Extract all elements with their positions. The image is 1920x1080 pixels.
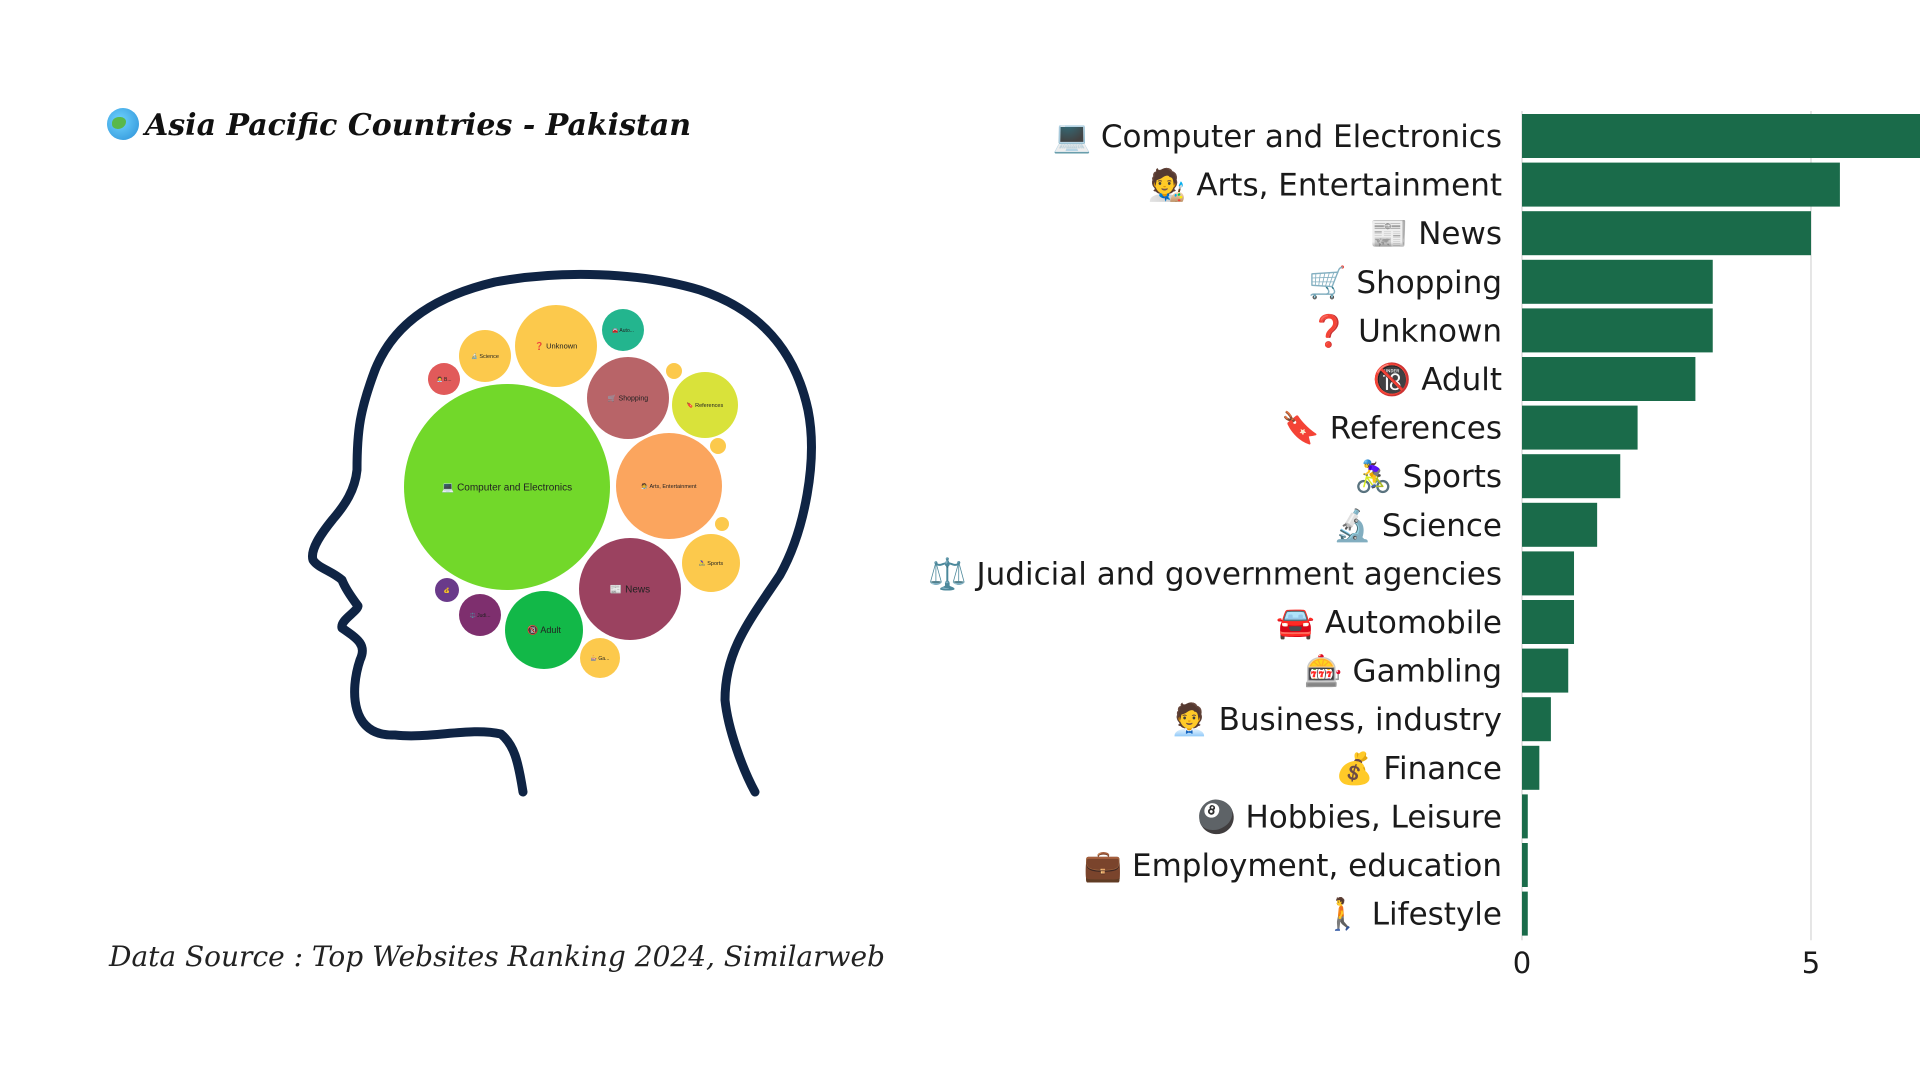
bubble-circle xyxy=(459,594,501,636)
bubble-label: 🛒 Shopping xyxy=(608,393,648,402)
bar xyxy=(1522,454,1621,499)
category-labels: 💻 Computer and Electronics 🧑‍🎨 Arts, Ente… xyxy=(928,119,1502,933)
category-label: 🔞 Adult xyxy=(1373,361,1502,398)
category-label: 💻 Computer and Electronics xyxy=(1052,119,1502,155)
bubble: 💻 Computer and Electronics xyxy=(404,384,610,590)
bubble-circle xyxy=(682,534,740,592)
bubble-circle xyxy=(616,433,722,539)
bubble-head-chart: 💻 Computer and Electronics 🧑‍🎨 Arts, Ente… xyxy=(308,269,816,797)
bubble-label: 🧑‍🎨 Arts, Entertainment xyxy=(641,482,697,490)
category-label: 🔬 Science xyxy=(1333,506,1502,544)
bar xyxy=(1522,357,1696,401)
bubble xyxy=(715,517,729,531)
bubble: ❓ Unknown xyxy=(515,305,597,387)
bubble-group: 💻 Computer and Electronics 🧑‍🎨 Arts, Ente… xyxy=(404,305,740,678)
category-label: 🧑‍🎨 Arts, Entertainment xyxy=(1148,166,1502,204)
bubble: 🔞 Adult xyxy=(505,591,583,669)
bar xyxy=(1522,405,1638,450)
bar xyxy=(1522,162,1840,207)
bubble-label: 💻 Computer and Electronics xyxy=(442,483,572,494)
bar xyxy=(1522,551,1575,596)
bubble-label: 🔬 Science xyxy=(471,352,499,360)
bar xyxy=(1522,745,1540,790)
bubble-circle xyxy=(666,363,682,379)
bubble-label: 🧑‍💼 B... xyxy=(436,376,451,383)
category-label: 🛒 Shopping xyxy=(1308,264,1502,301)
bar xyxy=(1522,114,1920,158)
bubble: 🎰 Ga... xyxy=(580,638,620,678)
bubble: ⚖️ Judi... xyxy=(459,594,501,636)
category-label: 🚴‍♀️ Sports xyxy=(1354,458,1502,495)
bubble-label: 🚴‍♀️ Sports xyxy=(699,560,724,567)
bubble-circle xyxy=(602,309,644,351)
bubble-circle xyxy=(715,517,729,531)
bubble: 🚴‍♀️ Sports xyxy=(682,534,740,592)
bar xyxy=(1522,648,1569,693)
bar xyxy=(1522,891,1528,936)
bubble-label: 🔖 References xyxy=(687,402,724,409)
bar xyxy=(1522,259,1713,304)
category-label: 🎱 Hobbies, Leisure xyxy=(1197,796,1502,835)
bubble-circle xyxy=(428,363,460,395)
bar xyxy=(1522,600,1575,644)
bar-group xyxy=(1522,114,1920,936)
bar xyxy=(1522,308,1713,353)
bubble-circle xyxy=(587,357,669,439)
bubble-circle xyxy=(672,372,738,438)
chart-title-text: Asia Pacific Countries - Pakistan xyxy=(145,108,692,143)
bar xyxy=(1522,843,1528,887)
category-label: 🔖 References xyxy=(1281,410,1502,447)
bubble xyxy=(710,438,726,454)
bubble-circle xyxy=(710,438,726,454)
bar xyxy=(1522,697,1551,742)
bubble: 🚘 Auto... xyxy=(602,309,644,351)
bubble-circle xyxy=(404,384,610,590)
bubble: 🧑‍🎨 Arts, Entertainment xyxy=(616,433,722,539)
bubble: 🔖 References xyxy=(672,372,738,438)
category-label: ❓ Unknown xyxy=(1310,312,1502,349)
bubble: 🧑‍💼 B... xyxy=(428,363,460,395)
category-label: 🚶 Lifestyle xyxy=(1323,896,1502,933)
category-label: 💼 Employment, education xyxy=(1084,848,1502,884)
x-tick-label: 5 xyxy=(1802,946,1820,980)
bubble-circle xyxy=(579,538,681,640)
category-label: 🧑‍💼 Business, industry xyxy=(1170,700,1502,738)
bubble-label: 🔞 Adult xyxy=(527,624,561,635)
chart-title: Asia Pacific Countries - Pakistan xyxy=(107,108,691,143)
bubble: 📰 News xyxy=(579,538,681,640)
x-tick-labels: 0510152025 xyxy=(1513,946,1820,980)
data-source-note: Data Source : Top Websites Ranking 2024,… xyxy=(109,940,885,973)
bubble: 💰 xyxy=(435,578,459,602)
category-label: 📰 News xyxy=(1370,216,1502,252)
bubble-label: ❓ Unknown xyxy=(535,342,578,351)
bar xyxy=(1522,794,1528,839)
bar xyxy=(1522,211,1811,256)
bubble-circle xyxy=(435,578,459,602)
bubble-label: ⚖️ Judi... xyxy=(470,612,491,619)
bubble-circle xyxy=(580,638,620,678)
bubble-label: 🎰 Ga... xyxy=(591,655,609,662)
bubble: 🔬 Science xyxy=(459,330,511,382)
head-silhouette xyxy=(308,269,816,797)
globe-icon xyxy=(107,108,139,140)
category-label: ⚖️ Judicial and government agencies xyxy=(928,555,1502,592)
category-label: 🚘 Automobile xyxy=(1276,605,1502,641)
x-tick-label: 0 xyxy=(1513,946,1531,980)
category-label: 🎰 Gambling xyxy=(1304,653,1502,690)
bubble: 🛒 Shopping xyxy=(587,357,669,439)
bubble-label: 💰 xyxy=(444,587,450,594)
bubble-label: 📰 News xyxy=(610,585,650,596)
category-label: 💰 Finance xyxy=(1335,750,1502,787)
bubble-label: 🚘 Auto... xyxy=(612,328,634,334)
bar xyxy=(1522,502,1598,547)
bubble-circle xyxy=(515,305,597,387)
bubble xyxy=(666,363,682,379)
bubble-circle xyxy=(505,591,583,669)
bubble-circle xyxy=(459,330,511,382)
